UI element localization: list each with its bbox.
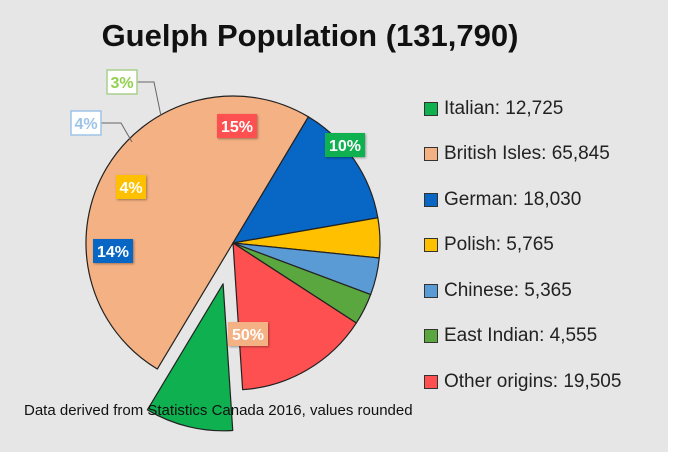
legend-label: German: 18,030 xyxy=(444,188,582,210)
data-label-italian: 10% xyxy=(325,133,365,157)
legend-item-polish: Polish: 5,765 xyxy=(424,223,621,269)
legend-label: Chinese: 5,365 xyxy=(444,279,572,301)
legend-label: Other origins: 19,505 xyxy=(444,370,622,392)
chart-title: Guelph Population (131,790) xyxy=(101,18,519,53)
data-label-german: 14% xyxy=(93,239,133,263)
data-label-polish: 4% xyxy=(116,175,146,199)
pie-slice-british-isles xyxy=(85,95,310,370)
data-label-other-origins: 15% xyxy=(217,114,257,138)
legend-label: East Indian: 4,555 xyxy=(444,325,598,347)
legend-swatch xyxy=(424,192,438,207)
legend-item-east-indian: East Indian: 4,555 xyxy=(424,314,621,360)
data-label-chinese: 4% xyxy=(70,110,102,136)
legend-swatch xyxy=(424,374,438,389)
svg-text:4%: 4% xyxy=(74,116,97,133)
legend-item-german: German: 18,030 xyxy=(424,177,621,223)
svg-text:4%: 4% xyxy=(119,180,142,197)
svg-text:15%: 15% xyxy=(221,119,253,136)
svg-text:14%: 14% xyxy=(97,244,129,261)
legend-item-italian: Italian: 12,725 xyxy=(424,86,621,132)
svg-text:50%: 50% xyxy=(232,327,264,344)
data-label-east-indian: 3% xyxy=(106,69,138,95)
source-note: Data derived from Statistics Canada 2016… xyxy=(24,402,413,419)
leader-line-east-indian xyxy=(134,81,162,117)
legend-label: Polish: 5,765 xyxy=(444,234,554,256)
legend-item-british-isles: British Isles: 65,845 xyxy=(424,132,621,178)
data-label-british-isles: 50% xyxy=(228,322,268,346)
pie-slice-other-origins xyxy=(232,242,357,391)
svg-text:10%: 10% xyxy=(329,138,361,155)
legend-label: Italian: 12,725 xyxy=(444,97,564,119)
svg-text:3%: 3% xyxy=(110,75,133,92)
legend-swatch xyxy=(424,147,438,162)
legend-item-other-origins: Other origins: 19,505 xyxy=(424,359,621,405)
legend-label: British Isles: 65,845 xyxy=(444,143,610,165)
legend-item-chinese: Chinese: 5,365 xyxy=(424,268,621,314)
pie-chart: 50% 14% 4% 4% 3% 15% 10% xyxy=(70,69,381,432)
chart-panel: Guelph Population (131,790) 50% 14% 4% 4% 3%… xyxy=(0,0,668,452)
legend-swatch xyxy=(424,283,438,298)
legend-swatch xyxy=(424,329,438,344)
leader-line-chinese xyxy=(98,122,133,143)
legend-swatch xyxy=(424,238,438,253)
pie-slice-italian xyxy=(146,283,234,432)
legend: Italian: 12,725 British Isles: 65,845 Germ… xyxy=(424,86,621,405)
legend-swatch xyxy=(424,101,438,116)
